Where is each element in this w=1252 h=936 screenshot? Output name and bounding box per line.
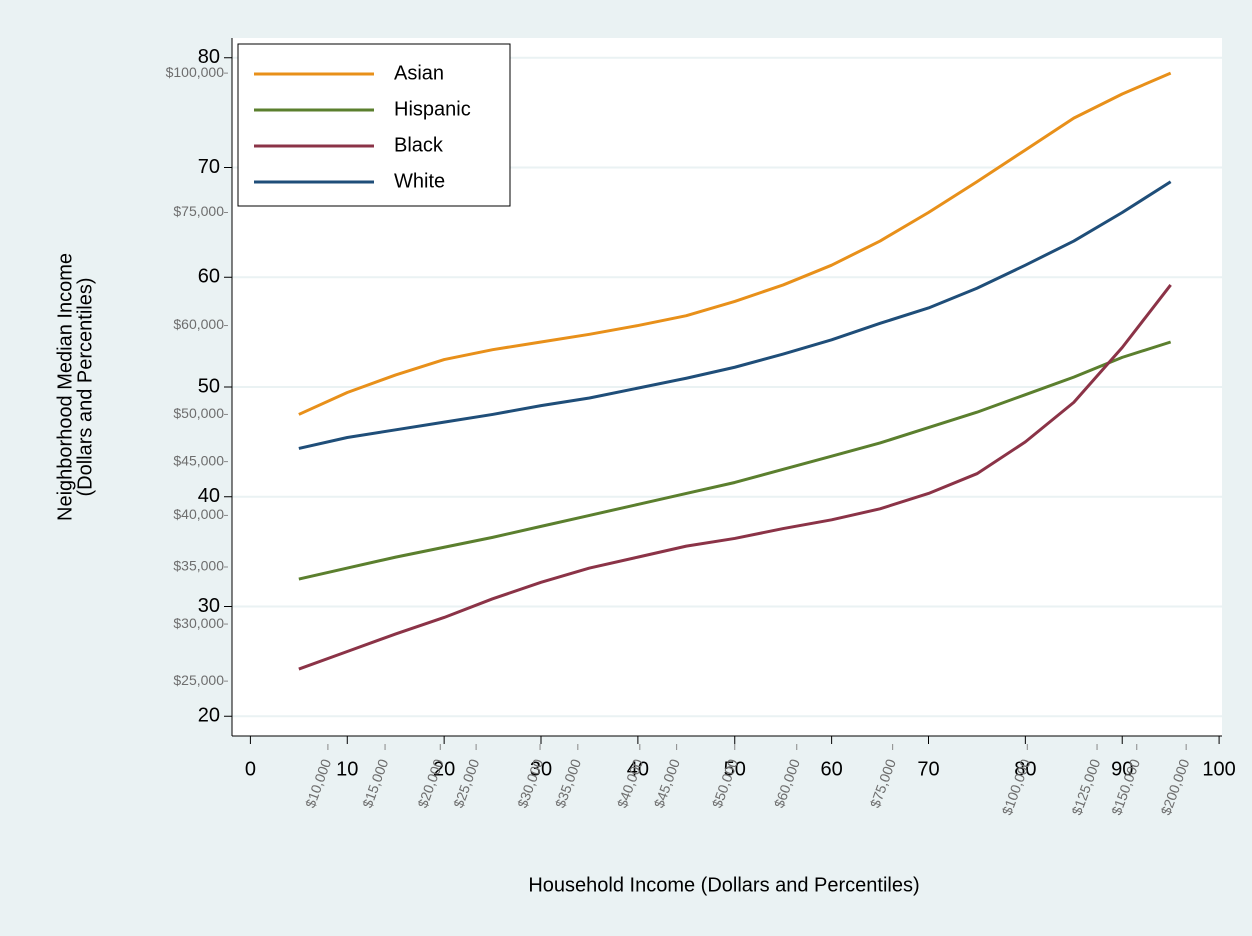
x-tick-label: 60 — [820, 758, 842, 780]
y-dollar-label: $30,000 — [173, 615, 224, 631]
y-dollar-label: $25,000 — [173, 672, 224, 688]
x-tick-label: 80 — [1014, 758, 1036, 780]
x-dollar-label: $10,000 — [302, 757, 334, 810]
x-dollar-label: $30,000 — [514, 757, 546, 810]
x-dollar-label: $20,000 — [414, 757, 446, 810]
x-dollar-label: $75,000 — [867, 757, 899, 810]
legend-label: Asian — [394, 62, 444, 84]
x-dollar-label: $15,000 — [359, 757, 391, 810]
series-line — [298, 71, 1172, 416]
y-dollar-label: $40,000 — [173, 506, 224, 522]
y-dollar-label: $35,000 — [173, 558, 224, 574]
legend-box — [237, 43, 511, 207]
x-tick-label: 90 — [1111, 758, 1133, 780]
y-tick-label: 70 — [198, 156, 220, 178]
x-tick-label: 0 — [245, 758, 256, 780]
y-tick-label: 60 — [198, 266, 220, 288]
x-dollar-label: $35,000 — [552, 757, 584, 810]
series-line — [298, 340, 1172, 581]
y-tick-label: 20 — [198, 705, 220, 727]
series-line — [298, 180, 1172, 450]
legend-label: White — [394, 170, 445, 192]
x-tick-label: 20 — [433, 758, 455, 780]
y-dollar-label: $45,000 — [173, 452, 224, 468]
x-dollar-label: $125,000 — [1068, 757, 1103, 818]
y-dollar-label: $50,000 — [173, 405, 224, 421]
y-dollar-label: $60,000 — [173, 316, 224, 332]
y-dollar-label: $100,000 — [166, 64, 225, 80]
x-dollar-label: $60,000 — [771, 757, 803, 810]
y-tick-label: 40 — [198, 485, 220, 507]
x-dollar-label: $45,000 — [651, 757, 683, 810]
x-dollar-label: $100,000 — [999, 757, 1034, 818]
x-dollar-label: $50,000 — [709, 757, 741, 810]
x-tick-label: 40 — [627, 758, 649, 780]
y-tick-label: 30 — [198, 595, 220, 617]
x-dollar-label: $40,000 — [614, 757, 646, 810]
y-tick-label: 50 — [198, 375, 220, 397]
y-axis-title: Neighborhood Median Income (Dollars and … — [54, 253, 96, 521]
series-line — [298, 284, 1172, 671]
x-dollar-label: $200,000 — [1157, 757, 1192, 818]
x-tick-label: 30 — [530, 758, 552, 780]
legend-label: Hispanic — [394, 98, 471, 120]
x-axis-title: Household Income (Dollars and Percentile… — [528, 874, 919, 896]
y-dollar-label: $75,000 — [173, 203, 224, 219]
x-tick-label: 100 — [1202, 758, 1235, 780]
y-axis-title-line: (Dollars and Percentiles) — [74, 278, 96, 497]
x-tick-label: 70 — [917, 758, 939, 780]
legend-label: Black — [394, 134, 444, 156]
x-tick-label: 10 — [336, 758, 358, 780]
y-axis-title-line: Neighborhood Median Income — [54, 253, 76, 521]
y-tick-label: 80 — [198, 46, 220, 68]
x-tick-label: 50 — [724, 758, 746, 780]
